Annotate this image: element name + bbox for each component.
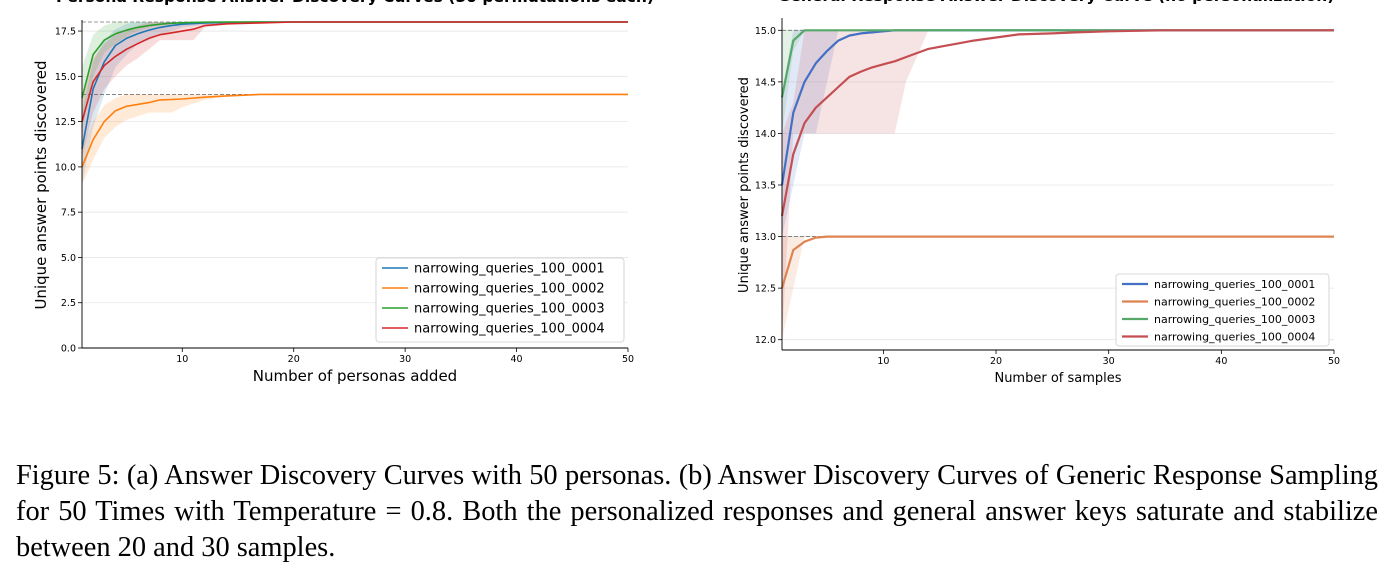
series-line-4 [780, 29, 1334, 217]
y-tick-label: 15.0 [55, 72, 76, 83]
y-tick-label: 10.0 [55, 162, 76, 173]
x-tick-label: 10 [176, 354, 188, 365]
legend: narrowing_queries_100_0001 narrowing_quer… [375, 257, 625, 343]
series-line-2 [81, 93, 628, 168]
chart-b-svg: General Response Answer Discovery Curve … [737, 0, 1340, 386]
y-tick-label: 2.5 [61, 298, 76, 309]
y-tick-label: 12.5 [755, 284, 776, 295]
y-tick-label: 17.5 [55, 27, 76, 38]
x-tick-label: 30 [1103, 356, 1115, 367]
legend-label: narrowing_queries_100_0003 [1154, 313, 1315, 326]
chart-b: General Response Answer Discovery Curve … [700, 0, 1392, 400]
legend-label: narrowing_queries_100_0003 [414, 302, 605, 317]
y-tick-label: 14.0 [755, 129, 776, 140]
y-tick-label: 13.0 [755, 232, 776, 243]
legend-box [1115, 273, 1330, 347]
series-band-1 [82, 22, 628, 185]
y-axis-label: Unique answer points discovered [737, 77, 752, 293]
legend-label: narrowing_queries_100_0004 [414, 322, 605, 337]
y-tick-label: 0.0 [61, 344, 76, 355]
chart-a: Persona Response Answer Discovery Curves… [0, 0, 680, 400]
series-band-2 [82, 94, 628, 185]
x-axis-label: Number of samples [994, 371, 1121, 386]
x-tick-label: 40 [511, 354, 523, 365]
y-tick-label: 15.0 [755, 26, 776, 37]
x-axis-label: Number of personas added [253, 367, 457, 385]
series-line-4 [81, 21, 628, 122]
x-tick-label: 30 [399, 354, 411, 365]
y-tick-label: 7.5 [61, 208, 76, 219]
x-tick-label: 50 [1328, 356, 1340, 367]
figure-caption: Figure 5: (a) Answer Discovery Curves wi… [16, 460, 1378, 563]
chart-title: Persona Response Answer Discovery Curves… [56, 0, 654, 6]
y-axis-label: Unique answer points discovered [32, 60, 50, 309]
y-tick-label: 12.5 [55, 117, 76, 128]
series-band-4 [82, 22, 628, 158]
legend-label: narrowing_queries_100_0002 [1154, 295, 1315, 308]
legend-box [375, 257, 625, 343]
x-tick-label: 20 [288, 354, 300, 365]
y-tick-label: 12.0 [755, 335, 776, 346]
x-tick-label: 20 [990, 356, 1002, 367]
y-tick-label: 13.5 [755, 181, 776, 192]
x-tick-label: 50 [622, 354, 634, 365]
x-tick-label: 10 [877, 356, 889, 367]
y-tick-label: 14.5 [755, 77, 776, 88]
chart-a-svg: Persona Response Answer Discovery Curves… [32, 0, 654, 385]
legend-label: narrowing_queries_100_0001 [414, 262, 605, 277]
legend: narrowing_queries_100_0001 narrowing_quer… [1115, 273, 1330, 347]
series-line-2 [780, 235, 1334, 289]
y-tick-label: 5.0 [61, 253, 76, 264]
legend-label: narrowing_queries_100_0001 [1154, 278, 1315, 291]
chart-title: General Response Answer Discovery Curve … [778, 0, 1335, 5]
series-line-1 [81, 21, 628, 149]
legend-label: narrowing_queries_100_0004 [1154, 330, 1315, 343]
legend-label: narrowing_queries_100_0002 [414, 282, 605, 297]
x-tick-label: 40 [1215, 356, 1227, 367]
series-band-4 [782, 30, 1334, 340]
